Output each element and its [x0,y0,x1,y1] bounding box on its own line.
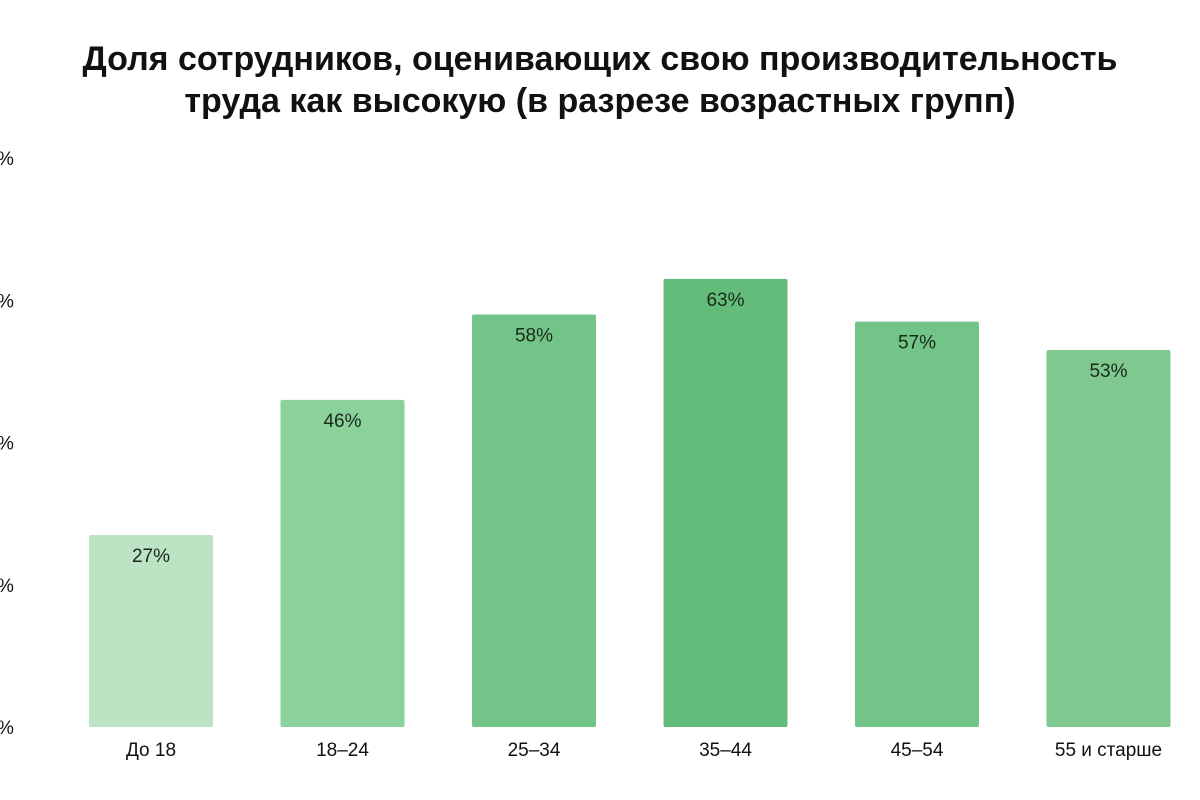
bar [89,534,213,727]
bar-data-label: 57% [898,333,936,354]
x-category-label: До 18 [126,740,176,761]
data-labels-group: 27% 46% 58% 63% 57% 53% [132,290,1128,567]
y-tick-label: % [0,718,14,739]
x-category-label: 18–24 [316,740,369,761]
bar [472,314,596,727]
x-category-label: 55 и старше [1055,740,1162,761]
x-category-label: 25–34 [508,740,561,761]
bar-data-label: 53% [1089,361,1127,382]
bar-data-label: 27% [132,546,170,567]
y-tick-label: % [0,576,14,597]
y-axis-ticks: %%%%% [0,149,14,739]
bar-data-label: 58% [515,325,553,346]
bar [663,278,788,727]
y-tick-label: % [0,291,14,312]
x-axis-labels: До 18 18–24 25–34 35–44 45–54 55 и старше [126,740,1162,761]
bars-group [89,278,1171,727]
bar-data-label: 46% [323,411,361,432]
x-category-label: 45–54 [891,740,944,761]
bar-data-label: 63% [706,290,744,311]
bar [1046,350,1171,727]
y-tick-label: % [0,149,14,170]
chart-title: Доля сотрудников, оценивающих свою произ… [82,40,1118,120]
bar [855,321,979,727]
bar [280,399,405,727]
y-tick-label: % [0,434,14,455]
x-category-label: 35–44 [699,740,752,761]
